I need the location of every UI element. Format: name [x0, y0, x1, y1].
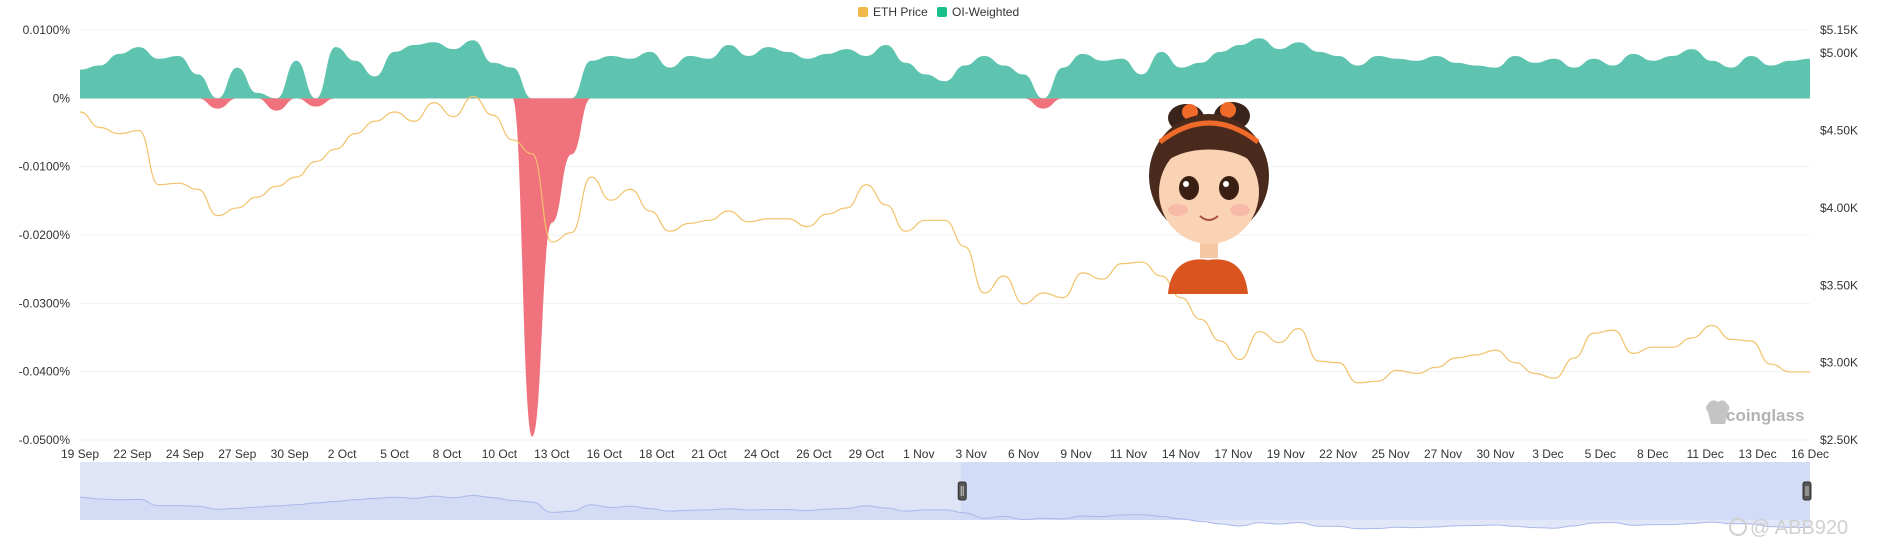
x-tick-label: 18 Oct: [639, 447, 675, 461]
y-right-tick-label: $4.00K: [1820, 201, 1858, 215]
oi-weighted-positive-area: [80, 38, 1810, 99]
x-tick-label: 8 Oct: [433, 447, 462, 461]
x-tick-label: 30 Nov: [1476, 447, 1514, 461]
x-tick-label: 2 Oct: [328, 447, 357, 461]
y-right-tick-label: $4.50K: [1820, 124, 1858, 138]
navigator-line: [79, 494, 1810, 530]
avatar-headband: [1158, 120, 1260, 144]
avatar-bangs: [1162, 136, 1256, 166]
legend-item-oi-weighted[interactable]: OI-Weighted: [937, 5, 1019, 19]
x-tick-label: 6 Nov: [1008, 447, 1039, 461]
avatar-left-eye: [1179, 176, 1199, 200]
y-right-tick-label: $5.15K: [1820, 23, 1858, 37]
x-tick-label: 22 Nov: [1319, 447, 1357, 461]
x-tick-label: 1 Nov: [903, 447, 934, 461]
x-tick-label: 24 Sep: [166, 447, 204, 461]
x-tick-label: 11 Dec: [1687, 447, 1724, 461]
navigator-selected-range[interactable]: [961, 462, 1810, 520]
avatar-left-eye-shine: [1183, 181, 1189, 187]
coinglass-logo: coinglass: [1706, 400, 1804, 425]
navigator-right-handle[interactable]: [1802, 481, 1812, 501]
avatar-shirt: [1168, 259, 1248, 294]
x-tick-label: 16 Oct: [587, 447, 623, 461]
navigator-area: [80, 495, 1810, 529]
x-tick-label: 13 Oct: [534, 447, 570, 461]
y-axis-right: $5.15K $5.00K $4.50K $4.00K $3.50K $3.00K $2.5…: [1820, 23, 1858, 447]
x-tick-label: 13 Dec: [1739, 447, 1777, 461]
x-tick-label: 24 Oct: [744, 447, 780, 461]
watermark-text: @ ABB920: [1750, 517, 1848, 539]
navigator-left-handle[interactable]: [957, 481, 967, 501]
x-tick-label: 11 Nov: [1110, 447, 1147, 461]
x-tick-label: 5 Oct: [380, 447, 409, 461]
avatar: [1149, 102, 1269, 294]
y-axis-left: 0.0100% 0% -0.0100% -0.0200% -0.0300% -0.0400…: [19, 23, 71, 447]
y-left-tick-label: 0.0100%: [23, 23, 71, 37]
x-tick-label: 19 Sep: [61, 447, 99, 461]
x-tick-label: 26 Oct: [796, 447, 832, 461]
handle-body: [957, 481, 967, 501]
y-right-tick-label: $2.50K: [1820, 433, 1858, 447]
x-tick-label: 22 Sep: [113, 447, 151, 461]
watermark: @ ABB920: [1729, 517, 1848, 539]
x-tick-label: 19 Nov: [1267, 447, 1305, 461]
y-right-tick-label: $3.50K: [1820, 278, 1858, 292]
avatar-face: [1159, 140, 1259, 244]
watermark-icon: [1729, 518, 1747, 536]
oi-weighted-swatch: [937, 7, 947, 17]
legend-eth-price-label: ETH Price: [873, 5, 928, 19]
x-tick-label: 16 Dec: [1791, 447, 1829, 461]
x-tick-label: 10 Oct: [482, 447, 518, 461]
y-right-tick-label: $3.00K: [1820, 356, 1858, 370]
range-navigator[interactable]: [79, 462, 1812, 530]
coinglass-brand-text: coinglass: [1726, 406, 1804, 425]
avatar-right-bow: [1220, 102, 1236, 118]
y-left-tick-label: -0.0100%: [19, 160, 71, 174]
x-tick-label: 14 Nov: [1162, 447, 1200, 461]
x-tick-label: 5 Dec: [1585, 447, 1616, 461]
x-axis: 19 Sep 22 Sep 24 Sep 27 Sep 30 Sep 2 Oct 5 Oct…: [61, 447, 1829, 461]
legend-item-eth-price[interactable]: ETH Price: [858, 5, 928, 19]
eth-price-swatch: [858, 7, 868, 17]
handle-body: [1802, 481, 1812, 501]
eth-price-path: [79, 95, 1810, 384]
y-left-tick-label: 0%: [53, 91, 71, 105]
y-left-tick-label: -0.0400%: [19, 365, 71, 379]
y-left-tick-label: -0.0200%: [19, 228, 71, 242]
x-tick-label: 27 Sep: [218, 447, 256, 461]
x-tick-label: 25 Nov: [1372, 447, 1410, 461]
oi-weighted-positive-fill: [80, 38, 1810, 99]
legend: ETH Price OI-Weighted: [858, 5, 1019, 19]
avatar-right-cheek: [1230, 204, 1250, 216]
x-tick-label: 8 Dec: [1637, 447, 1668, 461]
legend-oi-weighted-label: OI-Weighted: [952, 5, 1019, 19]
x-tick-label: 21 Oct: [691, 447, 727, 461]
x-tick-label: 27 Nov: [1424, 447, 1462, 461]
x-tick-label: 3 Dec: [1532, 447, 1563, 461]
x-tick-label: 3 Nov: [956, 447, 987, 461]
x-tick-label: 29 Oct: [849, 447, 885, 461]
x-tick-label: 9 Nov: [1060, 447, 1091, 461]
avatar-right-eye-shine: [1223, 181, 1229, 187]
coinglass-icon: [1706, 400, 1730, 424]
eth-price-line: [79, 95, 1810, 384]
x-tick-label: 17 Nov: [1214, 447, 1252, 461]
y-left-tick-label: -0.0500%: [19, 433, 71, 447]
y-left-tick-label: -0.0300%: [19, 296, 71, 310]
x-tick-label: 30 Sep: [271, 447, 309, 461]
avatar-mouth: [1199, 215, 1219, 221]
avatar-left-cheek: [1168, 204, 1188, 216]
avatar-right-eye: [1219, 176, 1239, 200]
y-right-tick-label: $5.00K: [1820, 46, 1858, 60]
